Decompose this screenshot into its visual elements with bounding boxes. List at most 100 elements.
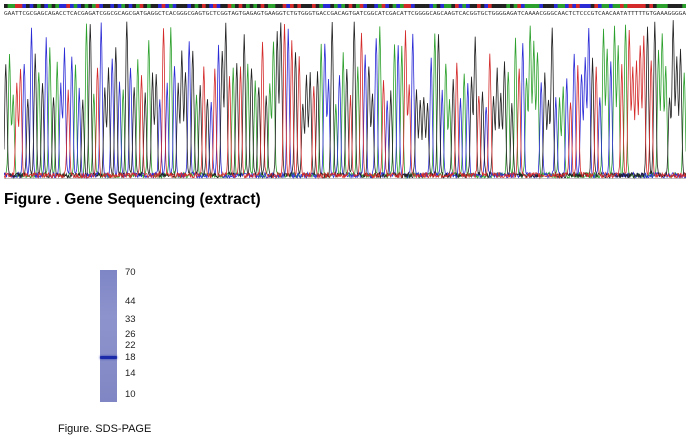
base-bar-cell [297, 4, 302, 8]
sds-page-gel: 70 44 33 26 22 18 14 10 [100, 268, 160, 405]
base-bar-cell [502, 4, 507, 8]
base-bar-cell [59, 4, 63, 8]
base-bar-cell [583, 4, 588, 8]
base-bar-cell [231, 4, 236, 8]
base-bar-cell [18, 4, 23, 8]
base-bar-cell [7, 4, 12, 8]
sds-page-caption: Figure. SDS-PAGE [58, 423, 152, 435]
base-bar-cell [88, 4, 93, 8]
base-bar-cell [66, 4, 71, 8]
base-bar-cell [139, 4, 144, 8]
base-bar-cell [616, 4, 621, 8]
base-bar-cell [561, 4, 566, 8]
base-bar-cell [510, 4, 514, 8]
marker-label-26: 26 [125, 329, 136, 341]
base-bar-cell [605, 4, 610, 8]
base-bar-cell [634, 4, 639, 8]
base-bar-cell [51, 4, 56, 8]
base-bar-cell [598, 4, 602, 8]
base-bar-cell [202, 4, 206, 8]
base-bar-cell [187, 4, 192, 8]
base-bar-cell [392, 4, 397, 8]
base-bar-cell [205, 4, 210, 8]
base-bar-cell [477, 4, 481, 8]
base-bar-cell [22, 4, 27, 8]
base-bar-cell [341, 4, 346, 8]
base-bar-cell [345, 4, 349, 8]
base-bar-cell [495, 4, 500, 8]
base-bar-cell [301, 4, 305, 8]
base-bar-cell [484, 4, 489, 8]
base-bar-cell [642, 4, 646, 8]
base-bar-cell [77, 4, 82, 8]
base-bar-cell [246, 4, 250, 8]
base-bar-cell [103, 4, 107, 8]
base-bar-cell [396, 4, 401, 8]
base-bar-cell [70, 4, 74, 8]
base-bar-cell [176, 4, 181, 8]
base-bar-cell [506, 4, 511, 8]
base-bar-cell [638, 4, 643, 8]
base-bar-cell [209, 4, 214, 8]
base-bar-cell [653, 4, 657, 8]
base-bar-cell [590, 4, 595, 8]
base-bar-cell [425, 4, 430, 8]
base-bar-cell [667, 4, 672, 8]
base-bar-cell [323, 4, 327, 8]
base-bar-cell [656, 4, 661, 8]
base-bar-cell [128, 4, 133, 8]
base-bar-cell [227, 4, 232, 8]
base-bar-cell [466, 4, 470, 8]
marker-label-18: 18 [125, 352, 136, 364]
marker-label-44: 44 [125, 296, 136, 308]
base-bar-cell [220, 4, 225, 8]
base-bar-cell [37, 4, 41, 8]
gel-lane [100, 270, 117, 402]
base-bar-cell [242, 4, 247, 8]
base-bar-cell [433, 4, 437, 8]
base-bar-cell [198, 4, 203, 8]
base-bar-cell [235, 4, 239, 8]
base-bar-cell [389, 4, 393, 8]
base-bar-cell [594, 4, 599, 8]
base-bar-cell [55, 4, 60, 8]
base-bar-cell [381, 4, 386, 8]
base-bar-cell [121, 4, 126, 8]
base-bar-cell [224, 4, 228, 8]
base-bar-cell [675, 4, 679, 8]
base-bar-cell [282, 4, 287, 8]
base-bar-cell [664, 4, 668, 8]
marker-label-10: 10 [125, 389, 136, 400]
base-bar-cell [158, 4, 162, 8]
base-bar-cell [414, 4, 419, 8]
base-bar-cell [521, 4, 525, 8]
base-bar-cell [216, 4, 221, 8]
base-bar-cell [110, 4, 115, 8]
base-bar-cell [183, 4, 188, 8]
base-bar-cell [444, 4, 448, 8]
base-bar-cell [554, 4, 558, 8]
base-bar-cell [517, 4, 522, 8]
base-bar-cell [150, 4, 155, 8]
base-bar-cell [579, 4, 584, 8]
base-bar-cell [528, 4, 533, 8]
base-bar-cell [550, 4, 555, 8]
base-bar-cell [620, 4, 624, 8]
base-bar-cell [154, 4, 159, 8]
base-bar-cell [627, 4, 632, 8]
base-bar-cell [418, 4, 423, 8]
base-bar-cell [671, 4, 676, 8]
base-bar-cell [319, 4, 324, 8]
base-bar-cell [238, 4, 243, 8]
base-bar-cell [249, 4, 254, 8]
base-bar-cell [286, 4, 291, 8]
base-bar-cell [572, 4, 577, 8]
base-bar-cell [279, 4, 283, 8]
base-bar-cell [403, 4, 408, 8]
base-bar-cell [499, 4, 503, 8]
base-bar-cell [117, 4, 122, 8]
base-bar-cell [532, 4, 536, 8]
base-bar-cell [400, 4, 404, 8]
base-bar-cell [92, 4, 96, 8]
base-bar-cell [143, 4, 148, 8]
